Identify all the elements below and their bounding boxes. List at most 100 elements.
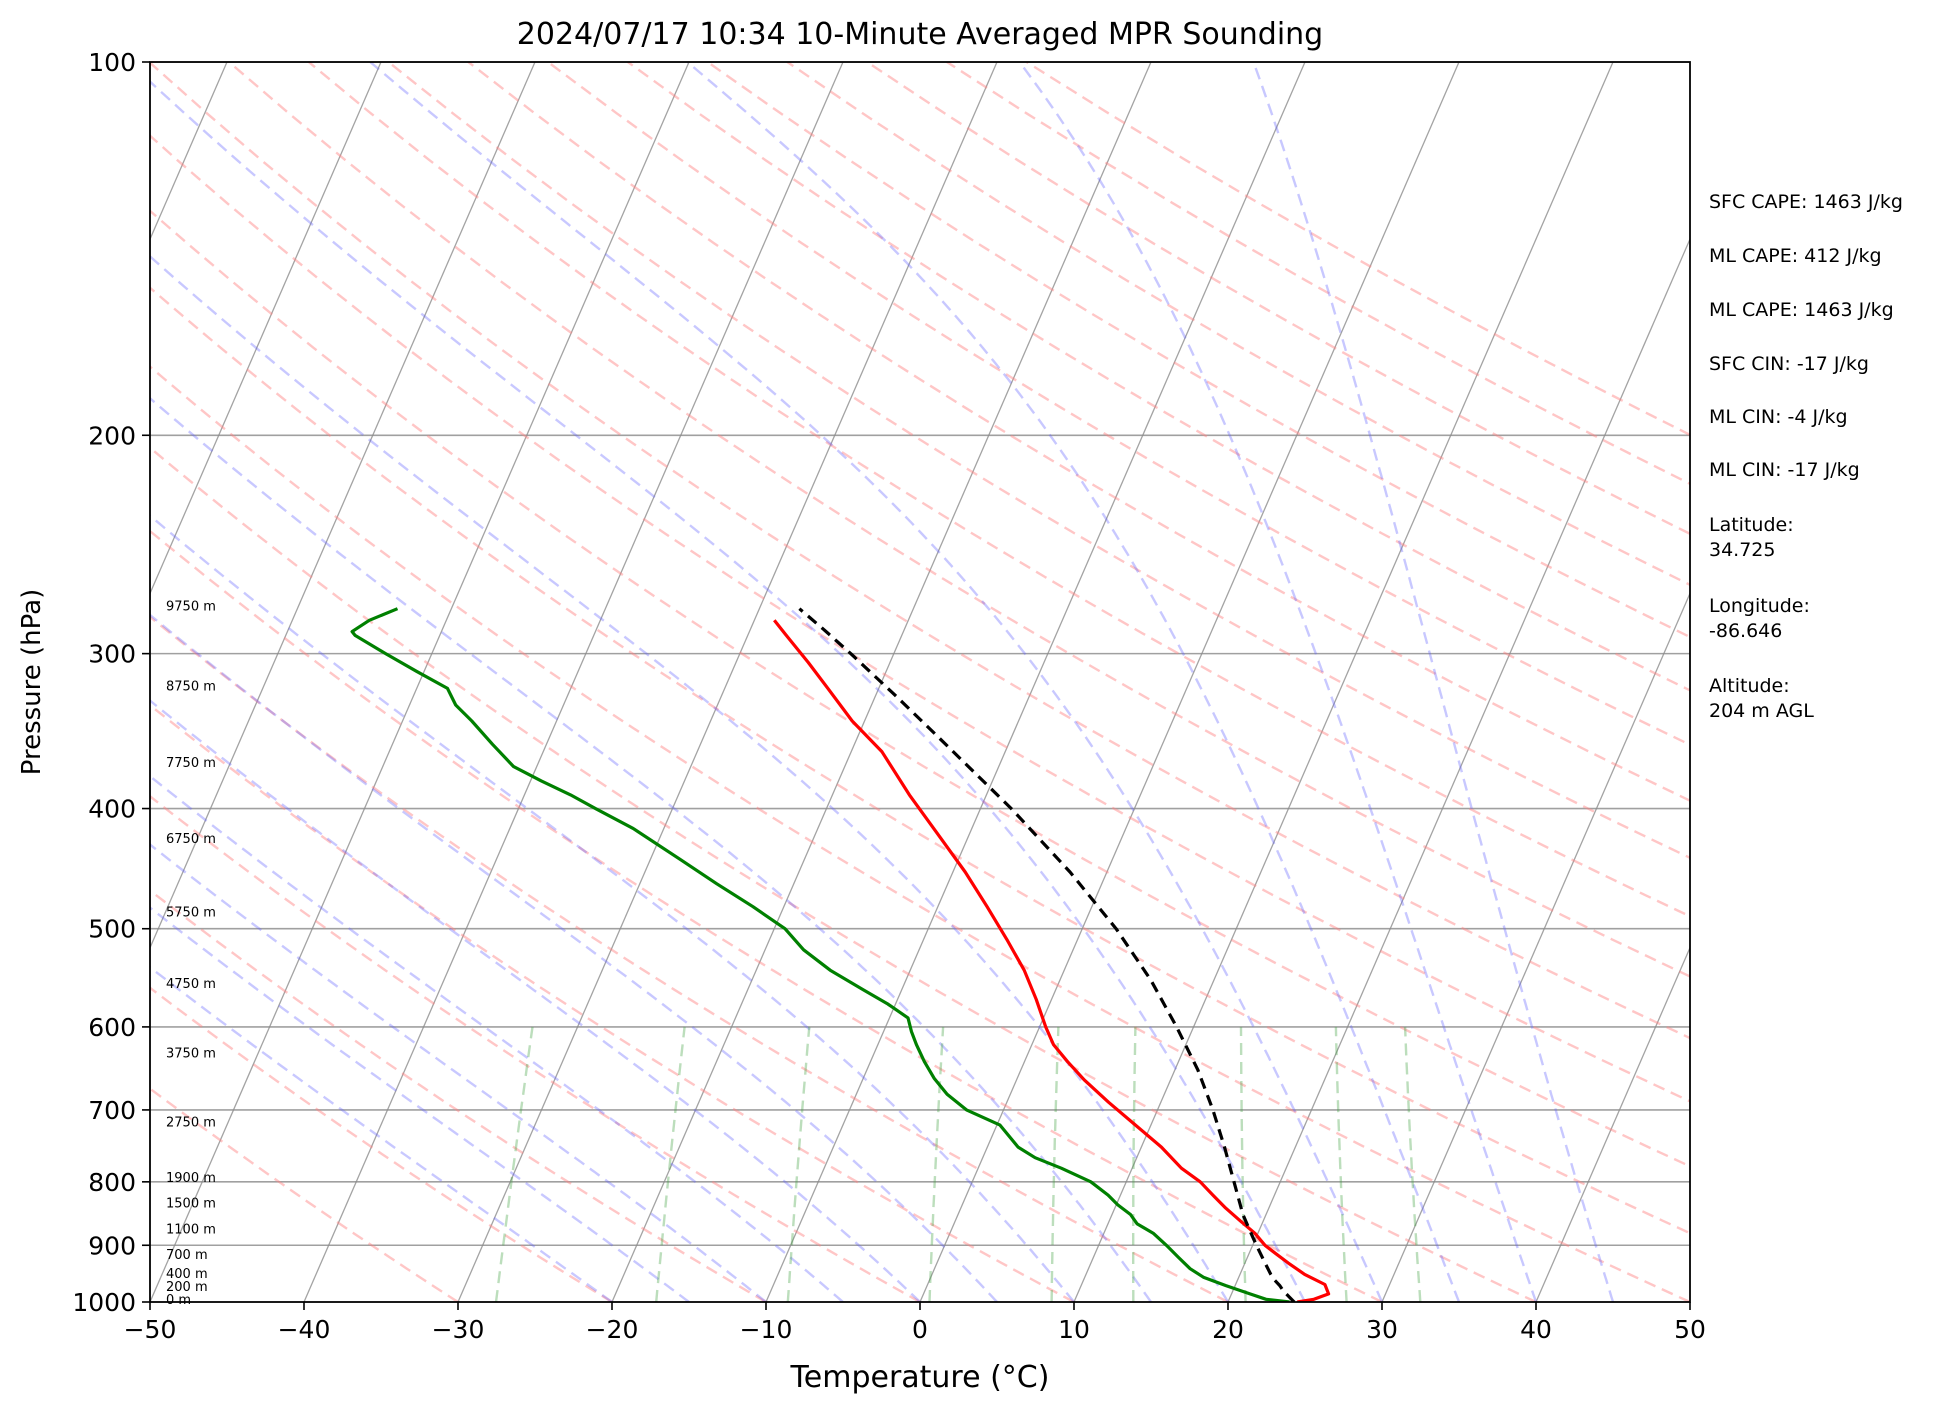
plot-frame	[149, 61, 1691, 1303]
moist-adiabat-line	[150, 254, 1230, 1302]
y-tick-label: 1000	[72, 1288, 136, 1317]
height-label: 8750 m	[166, 679, 216, 694]
mixing-ratio-line	[494, 1026, 534, 1302]
dry-adiabat-line	[150, 446, 1537, 1302]
height-label: 1500 m	[166, 1197, 216, 1212]
x-tick-label: 30	[1366, 1315, 1398, 1344]
annotation-latitude: Latitude: 34.725	[1709, 514, 1794, 561]
mixing-ratio-line	[786, 1026, 811, 1302]
y-axis-label: Pressure (hPa)	[17, 589, 47, 776]
moist-adiabat-line	[150, 613, 998, 1302]
height-label: 1100 m	[166, 1222, 216, 1237]
y-tick-label: 700	[88, 1096, 136, 1125]
dry-adiabat-line	[706, 62, 1690, 639]
height-label: 200 m	[166, 1280, 208, 1295]
annotation-sfc-cin: SFC CIN: -17 J/kg	[1709, 353, 1869, 375]
mixing-ratio-line	[655, 1026, 686, 1302]
x-tick-label: −40	[278, 1315, 331, 1344]
chart-title: 2024/07/17 10:34 10-Minute Averaged MPR …	[517, 17, 1323, 52]
moist-adiabat-line	[150, 774, 844, 1302]
moist-adiabat-line	[1252, 62, 1615, 1302]
annotation-altitude: Altitude: 204 m AGL	[1709, 675, 1814, 722]
dry-adiabat-line	[467, 62, 1690, 802]
mixing-ratio-line	[1403, 1026, 1422, 1302]
y-tick-label: 500	[88, 915, 136, 944]
annotation-longitude: Longitude: -86.646	[1709, 595, 1810, 642]
mixing-ratio-line	[1132, 1026, 1137, 1302]
height-label: 1900 m	[166, 1171, 216, 1186]
moist-adiabat-line	[686, 62, 1461, 1302]
isotherm-line	[457, 62, 998, 1302]
mixing-ratio-line	[1239, 1026, 1247, 1302]
dry-adiabat-line	[627, 62, 1690, 692]
y-tick-label: 400	[88, 795, 136, 824]
isotherm-line	[765, 62, 1306, 1302]
isotherm-line	[1381, 591, 1690, 1302]
dry-adiabat-line	[150, 703, 1075, 1302]
moist-adiabat-line	[150, 514, 1075, 1302]
moist-adiabat-line	[150, 843, 767, 1302]
moist-adiabat-line	[369, 62, 1384, 1302]
moist-adiabat-line	[150, 699, 921, 1302]
annotation-sfc-cape: SFC CAPE: 1463 J/kg	[1709, 191, 1903, 213]
y-axis: 1000 900 800 700 600 500 400 300 200 100	[72, 48, 150, 1317]
y-tick-label: 100	[88, 48, 136, 77]
isotherm-line	[150, 62, 690, 1302]
mixing-ratio-line	[928, 1026, 945, 1302]
height-label: 3750 m	[166, 1047, 216, 1062]
height-label: 2750 m	[166, 1115, 216, 1130]
x-axis: −50 −40 −30 −20 −10 0 10 20 30 40 50	[124, 1302, 1706, 1344]
isotherm-line	[919, 62, 1460, 1302]
dry-adiabat-line	[150, 286, 1690, 1235]
isotherm-line	[303, 62, 844, 1302]
y-tick-label: 200	[88, 421, 136, 450]
dry-adiabat-line	[150, 62, 1690, 1040]
dry-adiabat-line	[228, 62, 1690, 978]
y-tick-label: 900	[88, 1231, 136, 1260]
height-label: 4750 m	[166, 977, 216, 992]
isotherm-line	[150, 62, 536, 950]
dry-adiabat-line	[150, 1087, 459, 1302]
height-label: 5750 m	[166, 906, 216, 921]
height-label: 7750 m	[166, 756, 216, 771]
height-label: 700 m	[166, 1248, 208, 1263]
dry-adiabat-line	[307, 62, 1690, 918]
y-tick-label: 600	[88, 1013, 136, 1042]
x-tick-label: 40	[1520, 1315, 1552, 1344]
moist-adiabat-line	[150, 396, 1152, 1302]
moist-adiabat-line	[150, 79, 1307, 1302]
isotherm-line	[1535, 946, 1690, 1302]
mixing-ratio-line	[1334, 1026, 1348, 1302]
annotation-ml-cape-2: ML CAPE: 1463 J/kg	[1709, 299, 1894, 321]
x-tick-label: 50	[1674, 1315, 1706, 1344]
moist-adiabat-line	[1018, 62, 1538, 1302]
annotation-ml-cin: ML CIN: -4 J/kg	[1709, 406, 1848, 428]
mixing-ratio-line	[1050, 1026, 1060, 1302]
x-tick-label: −10	[740, 1315, 793, 1344]
dry-adiabat-line	[150, 529, 1383, 1302]
dry-adiabat-line	[150, 615, 1229, 1302]
parcel-line	[798, 607, 1296, 1302]
annotation-ml-cin-2: ML CIN: -17 J/kg	[1709, 459, 1860, 481]
dry-adiabat-line	[150, 365, 1690, 1302]
height-label: 9750 m	[166, 600, 216, 615]
dry-adiabat-line	[547, 62, 1690, 747]
series-layer	[350, 607, 1331, 1302]
x-tick-label: −20	[586, 1315, 639, 1344]
dewpoint-line	[350, 607, 1290, 1302]
height-label: 400 m	[166, 1267, 208, 1282]
dry-adiabat-line	[150, 888, 767, 1302]
x-axis-label: Temperature (°C)	[790, 1360, 1050, 1395]
x-tick-label: −30	[432, 1315, 485, 1344]
annotation-ml-cape: ML CAPE: 412 J/kg	[1709, 245, 1882, 267]
dry-adiabat-line	[150, 134, 1690, 1103]
isotherm-line	[1073, 62, 1614, 1302]
x-tick-label: 20	[1212, 1315, 1244, 1344]
temperature-line	[773, 619, 1331, 1302]
y-tick-label: 300	[88, 640, 136, 669]
height-label: 6750 m	[166, 832, 216, 847]
dry-adiabat-line	[150, 794, 921, 1302]
isotherm-line	[150, 62, 382, 596]
